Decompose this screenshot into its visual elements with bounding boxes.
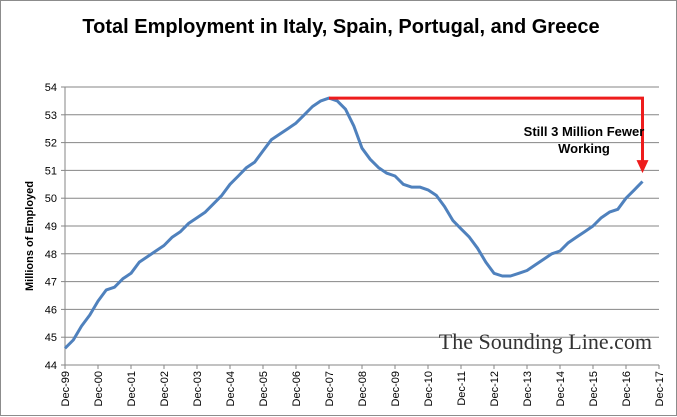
chart-title: Total Employment in Italy, Spain, Portug…: [82, 16, 600, 38]
x-tick-label: Dec-11: [456, 371, 468, 406]
y-tick-label: 45: [45, 332, 57, 344]
annotation-text: Still 3 Million Fewer: [524, 124, 645, 139]
y-tick-label: 49: [45, 221, 57, 233]
x-tick-label: Dec-17: [654, 371, 666, 406]
annotation-arrow-line: [329, 96, 644, 162]
watermark-text: The Sounding Line.com: [439, 329, 652, 354]
x-tick-label: Dec-08: [357, 371, 369, 406]
x-tick-label: Dec-01: [126, 371, 138, 406]
annotation-arrowhead: [636, 160, 649, 174]
y-axis-label: Millions of Employed: [24, 181, 36, 291]
y-tick-label: 48: [45, 249, 57, 261]
y-tick-label: 50: [45, 193, 57, 205]
x-tick-label: Dec-10: [423, 371, 435, 406]
series-line: [63, 96, 644, 350]
y-tick-label: 51: [45, 165, 57, 177]
y-tick-label: 53: [45, 110, 57, 122]
x-tick-label: Dec-03: [192, 371, 204, 406]
x-tick-label: Dec-14: [555, 371, 567, 406]
x-tick-label: Dec-13: [522, 371, 534, 406]
x-tick-label: Dec-04: [225, 371, 237, 406]
y-tick-label: 54: [45, 82, 57, 94]
y-tick-label: 44: [45, 360, 57, 372]
x-tick-label: Dec-09: [390, 371, 402, 406]
x-tick-label: Dec-15: [588, 371, 600, 406]
x-tick-label: Dec-07: [324, 371, 336, 406]
x-tick-label: Dec-99: [60, 371, 72, 406]
x-tick-label: Dec-05: [258, 371, 270, 406]
x-tick-label: Dec-12: [489, 371, 501, 406]
y-tick-label: 46: [45, 304, 57, 316]
y-tick-label: 47: [45, 277, 57, 289]
annotation-text: Working: [558, 141, 610, 156]
x-tick-label: Dec-16: [621, 371, 633, 406]
x-tick-label: Dec-06: [291, 371, 303, 406]
x-tick-label: Dec-00: [93, 371, 105, 406]
x-tick-label: Dec-02: [159, 371, 171, 406]
y-tick-label: 52: [45, 138, 57, 150]
